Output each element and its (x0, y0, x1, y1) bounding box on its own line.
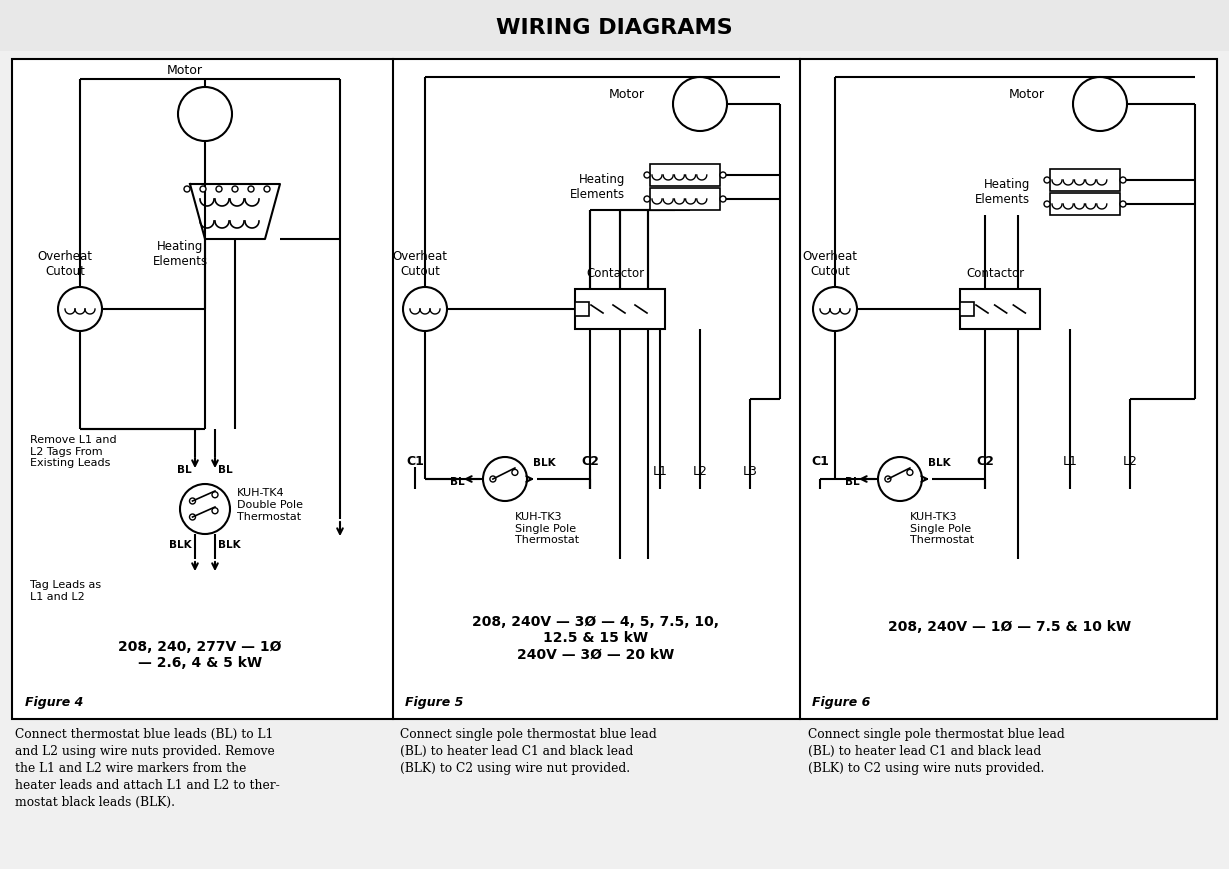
Text: L3: L3 (742, 464, 757, 477)
Circle shape (211, 508, 218, 514)
Bar (650, 189, 720, 211)
Text: Heating
Elements: Heating Elements (975, 178, 1030, 206)
Text: Figure 4: Figure 4 (25, 696, 84, 709)
Circle shape (1073, 78, 1127, 132)
Text: BLK: BLK (533, 457, 556, 468)
Text: C1: C1 (406, 454, 424, 468)
Circle shape (512, 470, 517, 476)
Text: KUH-TK3
Single Pole
Thermostat: KUH-TK3 Single Pole Thermostat (515, 512, 579, 545)
Circle shape (58, 288, 102, 332)
Text: BLK: BLK (170, 540, 192, 549)
Bar (575, 289, 665, 329)
Text: Contactor: Contactor (966, 267, 1024, 280)
Text: Figure 6: Figure 6 (812, 696, 870, 709)
Text: C2: C2 (976, 454, 994, 468)
Bar (650, 165, 720, 187)
Text: Overheat
Cutout: Overheat Cutout (38, 249, 92, 278)
Circle shape (644, 173, 650, 179)
Bar (960, 289, 1040, 329)
Text: Contactor: Contactor (586, 267, 644, 280)
Bar (0, 0, 1229, 52)
Text: Overheat
Cutout: Overheat Cutout (803, 249, 858, 278)
Text: L1: L1 (653, 464, 667, 477)
Text: L2: L2 (693, 464, 708, 477)
Text: Heating
Elements: Heating Elements (152, 240, 208, 268)
Circle shape (673, 78, 728, 132)
Text: BL: BL (218, 464, 232, 474)
Circle shape (403, 288, 447, 332)
Circle shape (814, 288, 857, 332)
Bar (1050, 194, 1120, 216)
Circle shape (483, 457, 527, 501)
Bar (12, 60, 1217, 720)
Circle shape (720, 173, 726, 179)
Text: Motor: Motor (167, 64, 203, 77)
Text: Connect thermostat blue leads (BL) to L1
and L2 using wire nuts provided. Remove: Connect thermostat blue leads (BL) to L1… (15, 727, 280, 808)
Circle shape (211, 492, 218, 498)
Text: KUH-TK4
Double Pole
Thermostat: KUH-TK4 Double Pole Thermostat (237, 488, 304, 521)
Text: Tag Leads as
L1 and L2: Tag Leads as L1 and L2 (29, 580, 101, 600)
Circle shape (885, 476, 891, 482)
Text: BLK: BLK (218, 540, 241, 549)
Text: Connect single pole thermostat blue lead
(BL) to heater lead C1 and black lead
(: Connect single pole thermostat blue lead… (807, 727, 1064, 774)
Text: C1: C1 (811, 454, 828, 468)
Text: 208, 240, 277V — 1Ø
— 2.6, 4 & 5 kW: 208, 240, 277V — 1Ø — 2.6, 4 & 5 kW (118, 640, 281, 669)
Text: BL: BL (846, 476, 860, 487)
Text: Heating
Elements: Heating Elements (570, 173, 626, 201)
Circle shape (184, 187, 190, 193)
Circle shape (200, 187, 206, 193)
Circle shape (1043, 202, 1050, 208)
Bar (1050, 169, 1120, 192)
Text: 208, 240V — 1Ø — 7.5 & 10 kW: 208, 240V — 1Ø — 7.5 & 10 kW (889, 620, 1132, 634)
Circle shape (1120, 178, 1126, 183)
Text: Overheat
Cutout: Overheat Cutout (392, 249, 447, 278)
Circle shape (1043, 178, 1050, 183)
Text: C2: C2 (581, 454, 599, 468)
Text: Remove L1 and
L2 Tags From
Existing Leads: Remove L1 and L2 Tags From Existing Lead… (29, 434, 117, 468)
Text: BL: BL (450, 476, 465, 487)
Circle shape (216, 187, 222, 193)
Bar (575, 302, 589, 316)
Text: Figure 5: Figure 5 (406, 696, 463, 709)
Circle shape (907, 470, 913, 476)
Circle shape (178, 88, 232, 142)
Circle shape (264, 187, 270, 193)
Text: L2: L2 (1122, 454, 1137, 468)
Bar (960, 302, 975, 316)
Circle shape (189, 499, 195, 504)
Text: Motor: Motor (610, 89, 645, 102)
Circle shape (1120, 202, 1126, 208)
Circle shape (189, 514, 195, 521)
Text: KUH-TK3
Single Pole
Thermostat: KUH-TK3 Single Pole Thermostat (909, 512, 975, 545)
Text: 208, 240V — 3Ø — 4, 5, 7.5, 10,
12.5 & 15 kW
240V — 3Ø — 20 kW: 208, 240V — 3Ø — 4, 5, 7.5, 10, 12.5 & 1… (472, 614, 719, 660)
Text: Connect single pole thermostat blue lead
(BL) to heater lead C1 and black lead
(: Connect single pole thermostat blue lead… (399, 727, 656, 774)
Circle shape (490, 476, 495, 482)
Circle shape (720, 196, 726, 202)
Circle shape (179, 484, 230, 534)
Circle shape (644, 196, 650, 202)
Text: Motor: Motor (1009, 89, 1045, 102)
Circle shape (878, 457, 922, 501)
Text: L1: L1 (1063, 454, 1078, 468)
Circle shape (232, 187, 238, 193)
Text: WIRING DIAGRAMS: WIRING DIAGRAMS (497, 18, 732, 38)
Text: BLK: BLK (928, 457, 950, 468)
Text: BL: BL (177, 464, 192, 474)
Circle shape (248, 187, 254, 193)
